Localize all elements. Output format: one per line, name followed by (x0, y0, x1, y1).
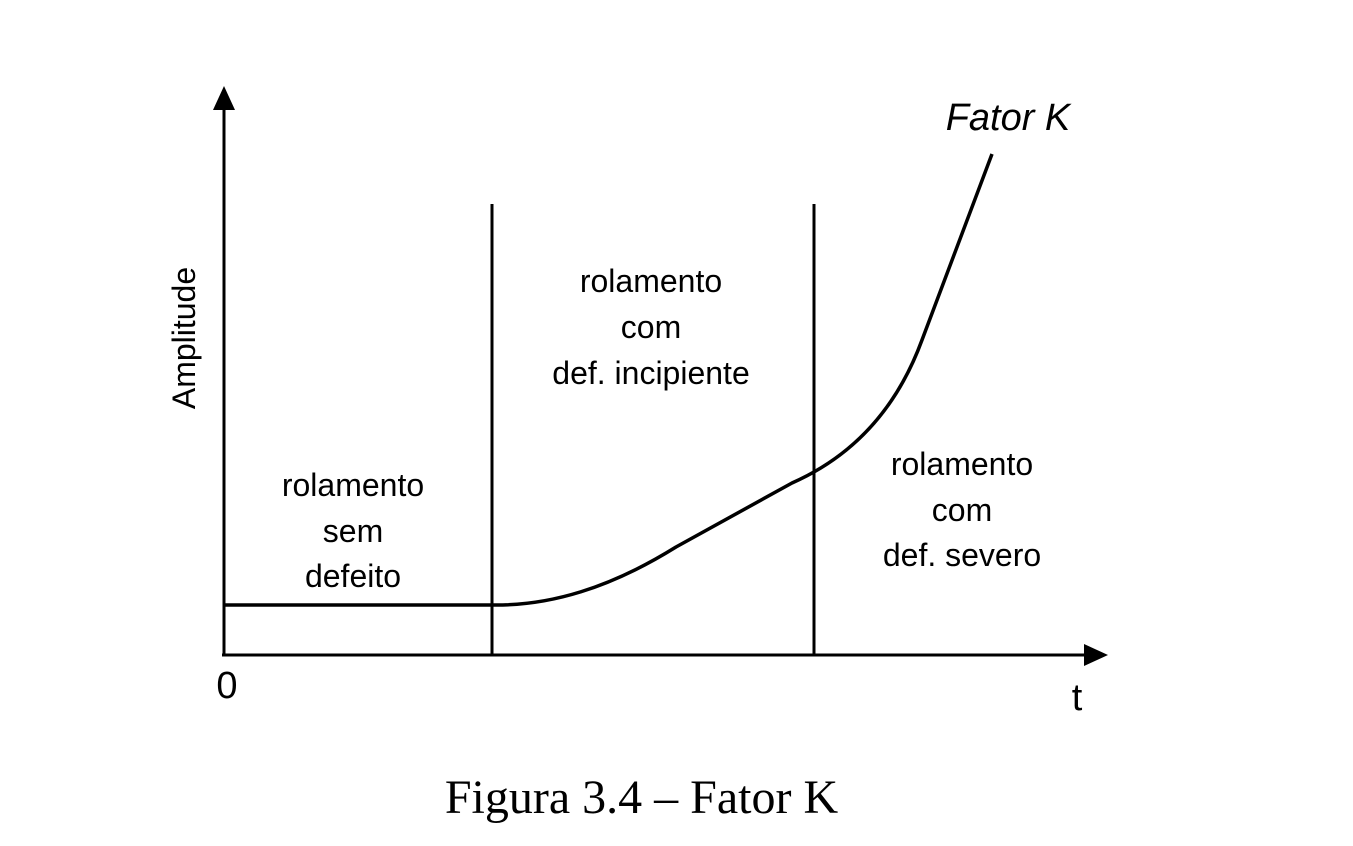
x-axis-arrowhead (1084, 644, 1108, 666)
region-2-line-2: com (621, 309, 681, 345)
region-3-line-1: rolamento (891, 446, 1033, 482)
region-2-line-3: def. incipiente (552, 355, 749, 391)
origin-label: 0 (216, 665, 237, 707)
y-axis-arrowhead (213, 86, 235, 110)
fator-k-curve (224, 153, 994, 607)
region-2-line-1: rolamento (580, 263, 722, 299)
region-1-line-2: sem (323, 513, 383, 549)
y-axis-label: Amplitude (166, 267, 202, 409)
region-3-line-3: def. severo (883, 537, 1041, 573)
x-axis-label: t (1072, 677, 1083, 719)
figure-caption: Figura 3.4 – Fator K (444, 771, 839, 824)
curve-label: Fator K (946, 97, 1072, 139)
region-1-line-3: defeito (305, 558, 401, 594)
region-1-line-1: rolamento (282, 467, 424, 503)
region-3-line-2: com (932, 492, 992, 528)
